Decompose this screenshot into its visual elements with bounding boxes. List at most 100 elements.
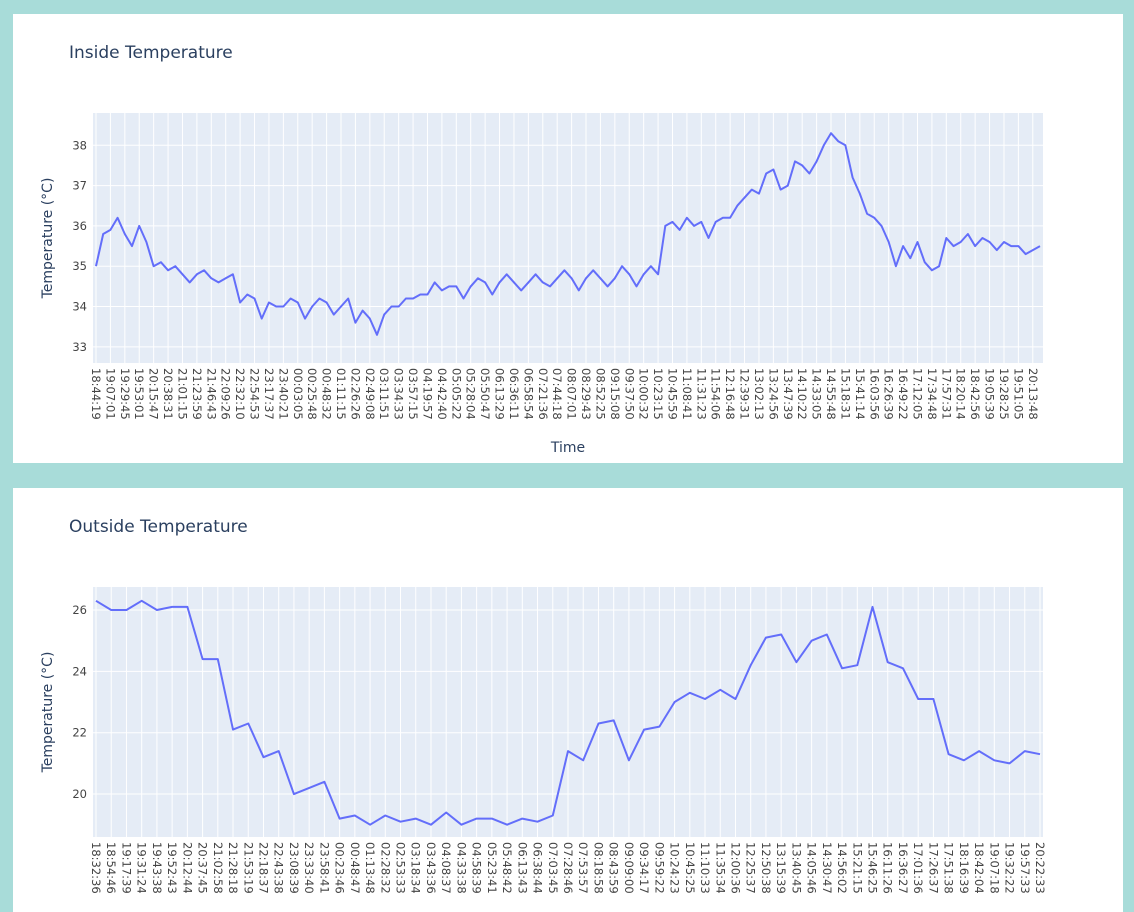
x-tick-label: 21:01:15 bbox=[175, 368, 189, 420]
x-tick-label: 04:08:37 bbox=[439, 842, 453, 894]
x-tick-label: 19:07:18 bbox=[987, 842, 1001, 894]
x-tick-label: 04:42:40 bbox=[435, 368, 449, 420]
x-tick-label: 03:57:15 bbox=[406, 368, 420, 420]
x-tick-label: 04:33:38 bbox=[454, 842, 468, 894]
x-tick-label: 08:43:59 bbox=[607, 842, 621, 894]
x-tick-label: 09:59:22 bbox=[652, 842, 666, 894]
x-tick-label: 18:32:36 bbox=[89, 842, 103, 894]
x-tick-label: 16:03:56 bbox=[867, 368, 881, 420]
y-axis-title: Temperature (°C) bbox=[40, 178, 56, 300]
x-tick-label: 22:09:26 bbox=[219, 368, 233, 420]
x-tick-label: 19:29:45 bbox=[118, 368, 132, 420]
x-tick-label: 06:36:11 bbox=[507, 368, 521, 420]
x-tick-label: 20:12:44 bbox=[180, 842, 194, 894]
y-tick-label: 26 bbox=[72, 603, 87, 617]
x-tick-label: 21:53:19 bbox=[241, 842, 255, 894]
x-tick-label: 09:37:50 bbox=[622, 368, 636, 420]
x-tick-label: 14:05:46 bbox=[805, 842, 819, 894]
x-tick-label: 19:51:05 bbox=[1011, 368, 1025, 420]
x-tick-label: 21:46:43 bbox=[204, 368, 218, 420]
x-tick-label: 13:15:39 bbox=[774, 842, 788, 894]
plot-area bbox=[93, 113, 1043, 363]
chart: Inside Temperature Time Temperature (°C) 33… bbox=[40, 43, 1043, 456]
x-tick-label: 20:37:45 bbox=[196, 842, 210, 894]
x-tick-label: 13:02:13 bbox=[752, 368, 766, 420]
x-tick-label: 19:28:25 bbox=[997, 368, 1011, 420]
x-tick-label: 16:36:27 bbox=[896, 842, 910, 894]
x-tick-label: 15:41:14 bbox=[853, 368, 867, 420]
y-tick-label: 35 bbox=[72, 259, 87, 273]
x-tick-label: 14:10:22 bbox=[795, 368, 809, 420]
x-tick-label: 18:16:39 bbox=[957, 842, 971, 894]
chart-panel: Outside Temperature Temperature (°C) 20 22 2… bbox=[13, 488, 1123, 912]
x-tick-label: 21:02:58 bbox=[211, 842, 225, 894]
x-tick-label: 19:57:33 bbox=[1018, 842, 1032, 894]
x-tick-label: 06:13:29 bbox=[493, 368, 507, 420]
x-tick-label: 23:58:41 bbox=[317, 842, 331, 894]
x-tick-label: 07:03:45 bbox=[546, 842, 560, 894]
x-tick-label: 10:24:23 bbox=[668, 842, 682, 894]
x-tick-label: 02:49:08 bbox=[363, 368, 377, 420]
y-tick-label: 36 bbox=[72, 219, 87, 233]
x-tick-label: 13:24:56 bbox=[766, 368, 780, 420]
x-tick-label: 06:13:43 bbox=[515, 842, 529, 894]
chart: Outside Temperature Temperature (°C) 20 22 2… bbox=[40, 517, 1047, 894]
x-tick-label: 18:42:04 bbox=[972, 842, 986, 894]
x-axis-title: Time bbox=[550, 440, 585, 456]
x-tick-label: 05:28:04 bbox=[464, 368, 478, 420]
x-tick-label: 18:54:46 bbox=[104, 842, 118, 894]
y-tick-label: 24 bbox=[72, 664, 87, 678]
x-tick-label: 16:26:39 bbox=[882, 368, 896, 420]
x-tick-label: 19:07:01 bbox=[103, 368, 117, 420]
x-tick-label: 11:35:34 bbox=[713, 842, 727, 894]
x-tick-label: 15:46:25 bbox=[866, 842, 880, 894]
x-tick-label: 17:01:36 bbox=[911, 842, 925, 894]
x-tick-label: 20:13:48 bbox=[1026, 368, 1040, 420]
x-tick-label: 00:23:46 bbox=[333, 842, 347, 894]
x-tick-label: 12:39:31 bbox=[738, 368, 752, 420]
x-tick-label: 00:48:47 bbox=[348, 842, 362, 894]
x-tick-label: 14:30:47 bbox=[820, 842, 834, 894]
x-tick-label: 19:52:43 bbox=[165, 842, 179, 894]
chart-title: Inside Temperature bbox=[69, 43, 233, 63]
x-tick-label: 22:43:38 bbox=[272, 842, 286, 894]
x-tick-label: 04:19:57 bbox=[420, 368, 434, 420]
y-axis-title: Temperature (°C) bbox=[40, 652, 56, 774]
x-tick-label: 06:58:54 bbox=[521, 368, 535, 420]
x-tick-label: 01:11:15 bbox=[334, 368, 348, 420]
x-tick-label: 23:08:39 bbox=[287, 842, 301, 894]
x-tick-label: 03:43:36 bbox=[424, 842, 438, 894]
chart-panel: Inside Temperature Time Temperature (°C) 33… bbox=[13, 14, 1123, 463]
x-tick-label: 21:28:18 bbox=[226, 842, 240, 894]
x-tick-label: 07:21:36 bbox=[536, 368, 550, 420]
x-tick-label: 19:17:39 bbox=[119, 842, 133, 894]
x-tick-label: 23:17:37 bbox=[262, 368, 276, 420]
x-tick-label: 19:32:22 bbox=[1003, 842, 1017, 894]
x-tick-label: 17:26:37 bbox=[926, 842, 940, 894]
x-tick-label: 22:18:37 bbox=[256, 842, 270, 894]
x-tick-label: 02:28:32 bbox=[378, 842, 392, 894]
x-tick-label: 17:51:38 bbox=[942, 842, 956, 894]
x-tick-label: 12:00:36 bbox=[728, 842, 742, 894]
x-tick-label: 07:28:46 bbox=[561, 842, 575, 894]
x-tick-label: 09:15:08 bbox=[608, 368, 622, 420]
x-tick-label: 19:31:24 bbox=[135, 842, 149, 894]
x-tick-label: 08:52:25 bbox=[593, 368, 607, 420]
x-tick-label: 10:00:32 bbox=[637, 368, 651, 420]
x-tick-label: 01:13:48 bbox=[363, 842, 377, 894]
x-tick-label: 05:23:41 bbox=[485, 842, 499, 894]
x-tick-label: 00:48:32 bbox=[320, 368, 334, 420]
x-tick-label: 22:32:10 bbox=[233, 368, 247, 420]
x-tick-label: 23:33:40 bbox=[302, 842, 316, 894]
y-tick-label: 33 bbox=[72, 340, 87, 354]
chart-title: Outside Temperature bbox=[69, 517, 248, 537]
x-tick-label: 05:05:22 bbox=[449, 368, 463, 420]
x-tick-label: 03:11:51 bbox=[377, 368, 391, 420]
x-tick-label: 13:47:39 bbox=[781, 368, 795, 420]
x-tick-label: 11:54:06 bbox=[709, 368, 723, 420]
x-tick-label: 11:10:33 bbox=[698, 842, 712, 894]
x-tick-label: 18:44:19 bbox=[89, 368, 103, 420]
x-tick-label: 11:08:41 bbox=[680, 368, 694, 420]
x-tick-label: 06:38:44 bbox=[531, 842, 545, 894]
